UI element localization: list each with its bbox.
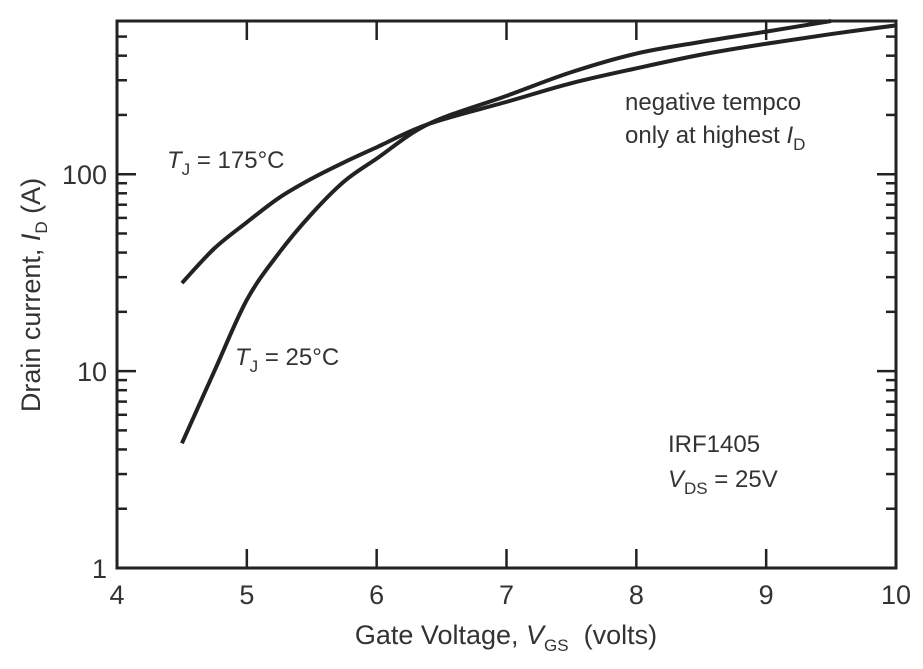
- annotation-device: IRF1405: [668, 431, 760, 458]
- curves: [180, 19, 897, 445]
- annotation-175c: TJ = 175°C: [167, 147, 285, 179]
- x-tick-label: 8: [629, 580, 644, 610]
- plot-frame: [115, 19, 898, 570]
- x-tick-label: 9: [759, 580, 774, 610]
- y-tick-label: 1: [92, 554, 107, 584]
- x-tick-label: 5: [239, 580, 254, 610]
- x-tick-label: 7: [499, 580, 514, 610]
- x-tick-labels: 4 5 6 7 8 9 10: [109, 580, 911, 610]
- x-tick-label: 10: [881, 580, 911, 610]
- x-tick-label: 4: [109, 580, 124, 610]
- y-tick-label: 100: [62, 160, 107, 190]
- y-axis-title: Drain current, ID (A): [16, 178, 51, 412]
- series-25c-line: [180, 19, 832, 445]
- y-tick-label: 10: [77, 357, 107, 387]
- x-axis-title: Gate Voltage, VGS (volts): [355, 620, 657, 655]
- annotation-tempco-2: only at highest ID: [625, 122, 805, 154]
- series-175c-line: [180, 23, 897, 285]
- x-tick-label: 6: [369, 580, 384, 610]
- y-tick-labels: 1 10 100: [62, 160, 107, 584]
- annotation-vds: VDS = 25V: [668, 466, 778, 498]
- annotation-tempco-1: negative tempco: [625, 89, 801, 116]
- annotation-25c: TJ = 25°C: [235, 344, 339, 376]
